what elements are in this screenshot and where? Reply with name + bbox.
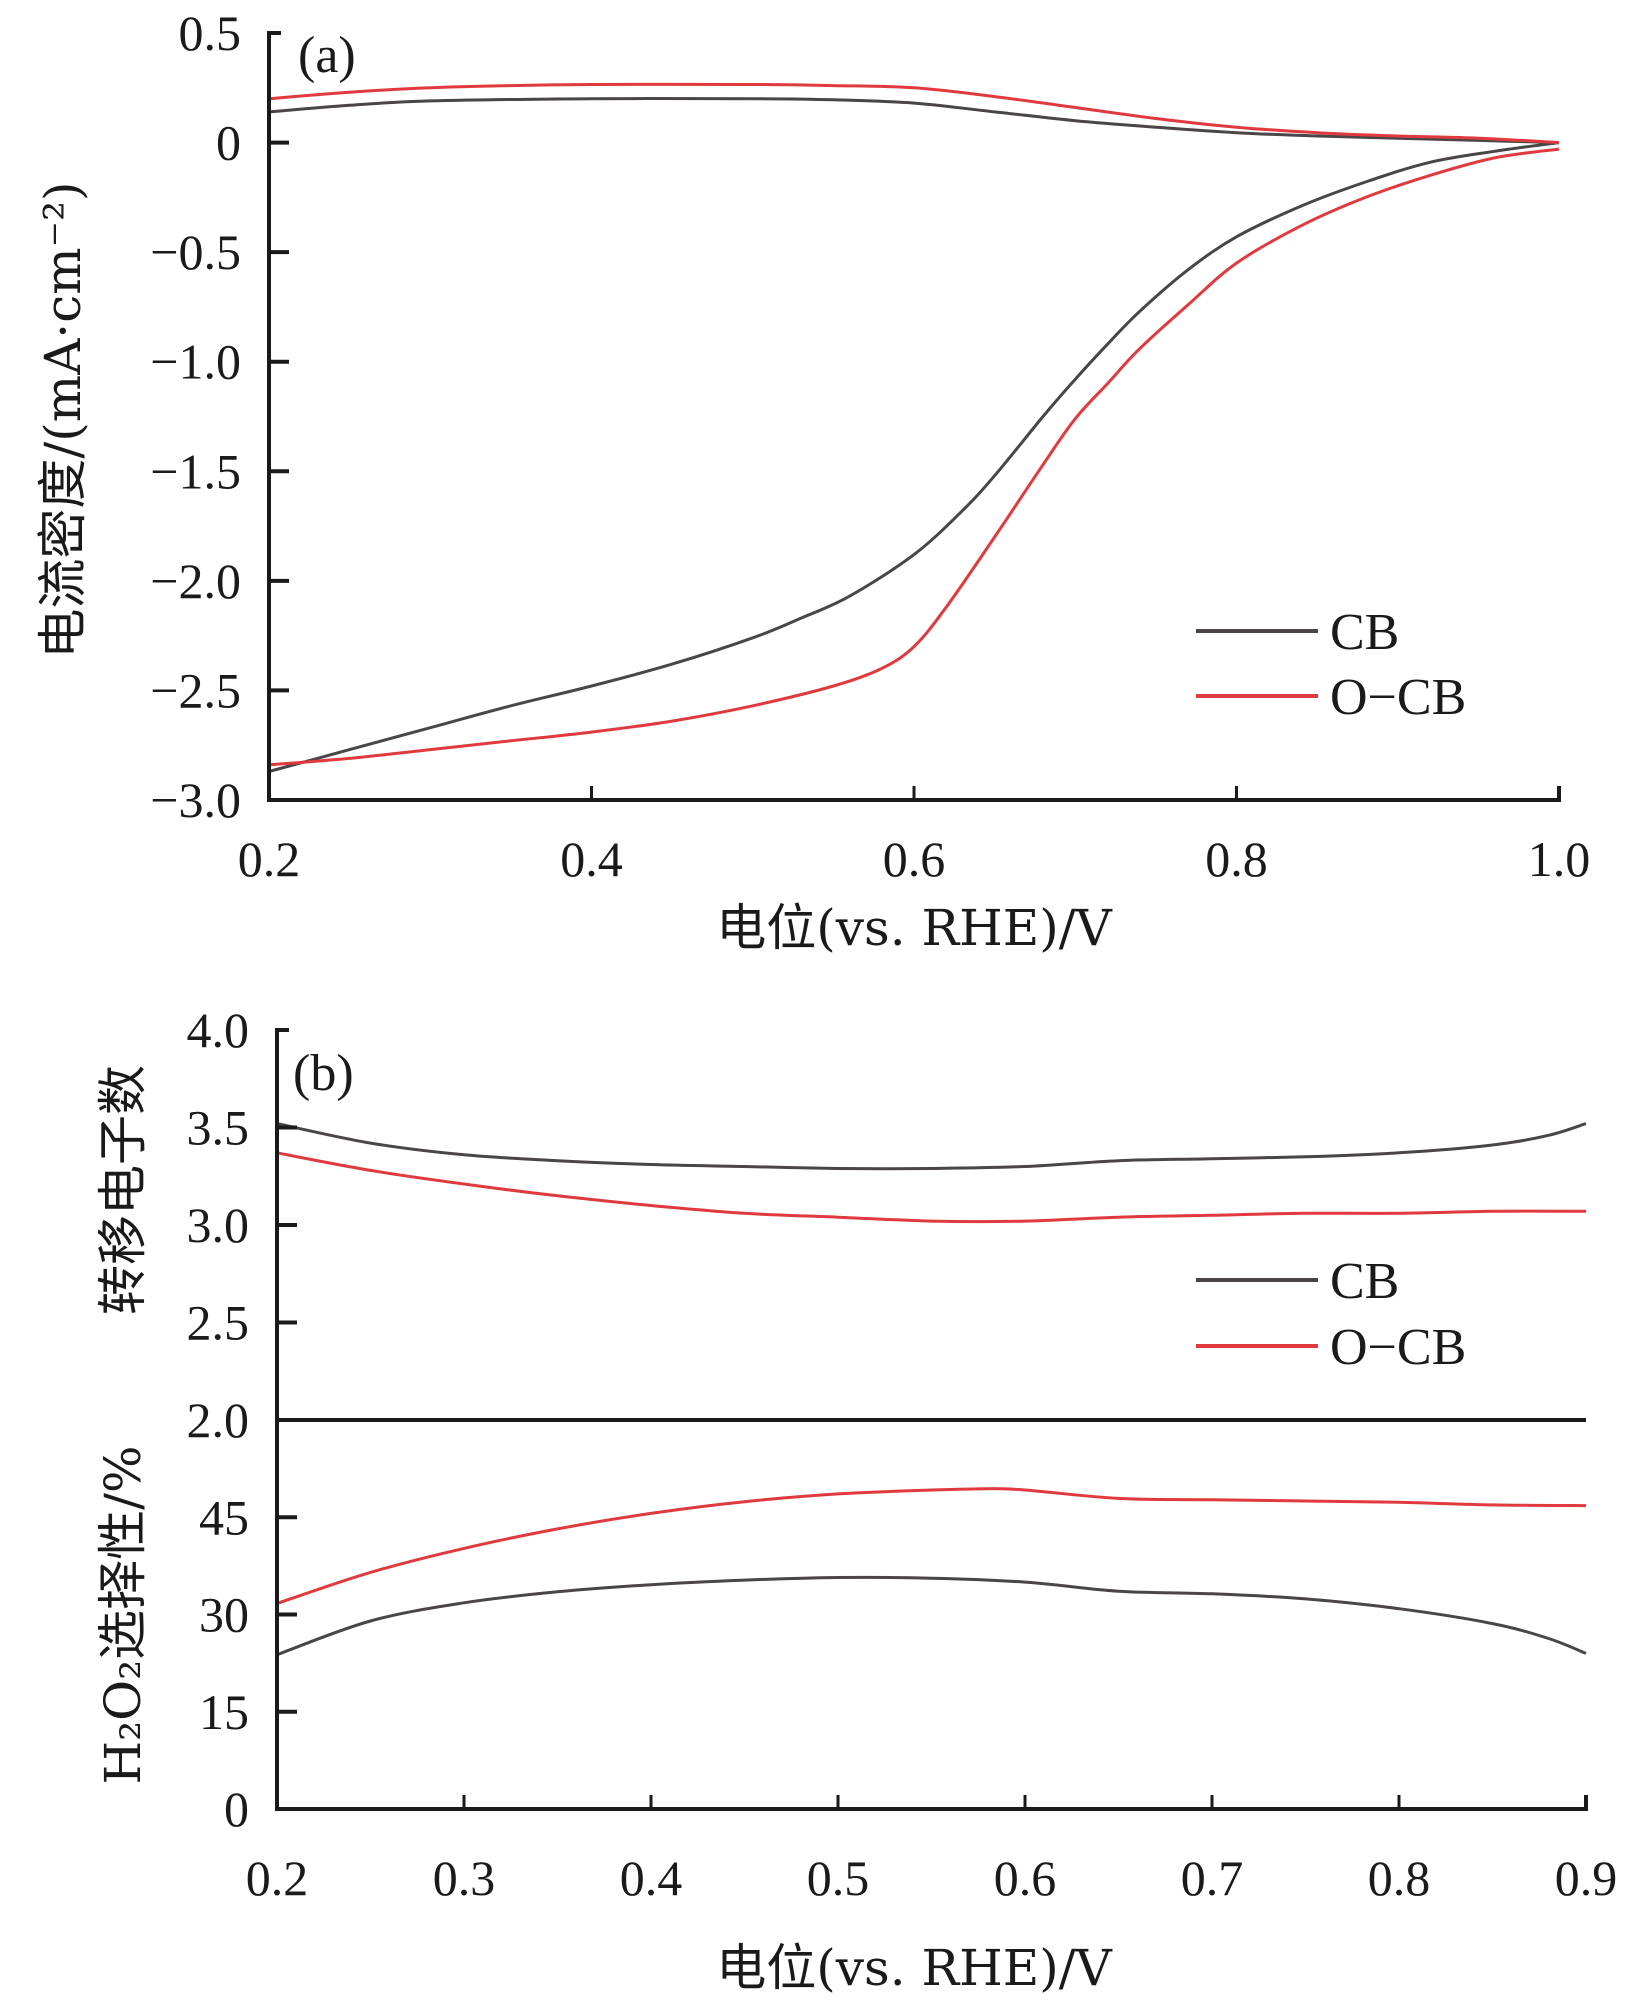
panel-a-x-tick-labels: 0.2 0.4 0.6 0.8 1.0 [238,831,1591,887]
series-line-ocb-ring [268,82,1560,145]
series-line-cb-disk [268,141,1560,773]
series-line-cb-ring [268,97,1560,145]
x-tick-label: 1.0 [1528,831,1591,887]
series-line-electron-number-cb [276,1122,1587,1171]
legend-label-ocb: O−CB [1330,669,1466,726]
y-tick-label: −1.5 [150,443,241,499]
x-tick-label: 0.9 [1555,1850,1618,1906]
panel-a-plot-area [268,82,1560,773]
x-tick-label: 0.8 [1368,1850,1431,1906]
panel-b-lower-y-axis-title: H₂O₂选择性/% [94,1445,152,1784]
x-tick-label: 0.3 [433,1850,496,1906]
y-tick-label: −3.0 [150,772,241,828]
panel-a-legend: CB O−CB [1196,604,1466,726]
panel-a: (a) 0.50−0.5−1.0−1.5−2.0−2.5−3.0 0.2 0.4 0… [34,5,1590,957]
panel-b-axes [275,1028,1588,1811]
x-tick-label: 0.4 [620,1850,683,1906]
legend-label-ocb: O−CB [1330,1319,1466,1376]
x-tick-label: 0.6 [883,831,946,887]
panel-b-label: (b) [293,1045,354,1102]
panel-a-label: (a) [298,27,356,84]
x-tick-label: 0.2 [238,831,301,887]
panel-b-ticks [277,1125,1401,1809]
panel-b-y-tick-labels: 4.0 3.5 3.0 2.5 2.0 45 30 15 0 [187,1002,250,1837]
legend-label-cb: CB [1330,604,1399,661]
series-line-h2o2-selectivity-cb [276,1575,1587,1657]
x-tick-label: 0.2 [246,1850,309,1906]
y-tick-label: 2.5 [187,1295,250,1351]
y-tick-label: 45 [199,1489,249,1545]
legend-label-cb: CB [1330,1253,1399,1310]
y-tick-label: 4.0 [187,1002,250,1058]
x-tick-label: 0.4 [560,831,623,887]
series-line-h2o2-selectivity-ocb [276,1487,1587,1605]
y-tick-label: 0 [224,1781,249,1837]
panel-a-ticks [269,140,1238,800]
y-tick-label: 30 [199,1587,249,1643]
x-tick-label: 0.5 [807,1850,870,1906]
y-tick-label: −2.0 [150,553,241,609]
x-tick-label: 0.6 [994,1850,1057,1906]
series-line-electron-number-ocb [276,1151,1587,1224]
y-tick-label: 3.0 [187,1197,250,1253]
panel-b-x-axis-title: 电位(vs. RHE)/V [716,1939,1112,1997]
y-tick-label: 15 [199,1684,249,1740]
y-tick-label: 0 [216,115,241,171]
y-tick-label: 2.0 [187,1392,250,1448]
series-line-ocb-disk [268,147,1560,767]
y-tick-label: −1.0 [150,334,241,390]
panel-a-x-axis-title: 电位(vs. RHE)/V [716,899,1112,957]
panel-b-x-tick-labels: 0.2 0.3 0.4 0.5 0.6 0.7 0.8 0.9 [246,1850,1618,1906]
panel-a-y-axis-title: 电流密度/(mA·cm⁻²) [34,181,92,658]
y-tick-label: −2.5 [150,662,241,718]
panel-b-legend: CB O−CB [1196,1253,1466,1376]
y-tick-label: 3.5 [187,1100,250,1156]
panel-a-y-tick-labels: 0.5 0 −0.5 −1.0 −1.5 −2.0 −2.5 −3.0 [150,5,241,828]
panel-a-axes [267,31,1561,802]
panel-b-plot-area [276,1122,1587,1657]
y-tick-label: 0.5 [179,5,242,61]
y-tick-label: −0.5 [150,224,241,280]
panel-b-upper-y-axis-title: 转移电子数 [94,1065,152,1315]
x-tick-label: 0.7 [1181,1850,1244,1906]
x-tick-label: 0.8 [1205,831,1268,887]
